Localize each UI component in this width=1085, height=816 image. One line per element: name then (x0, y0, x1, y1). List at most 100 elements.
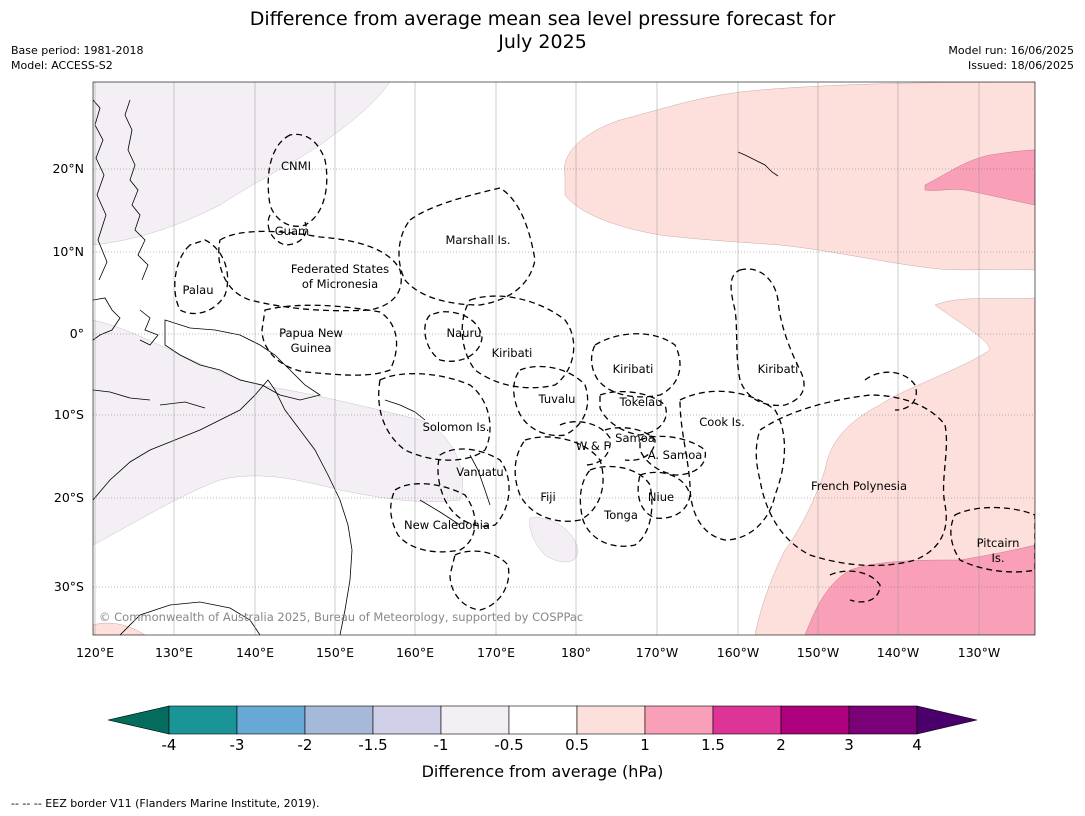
y-tick-label: 20°N (52, 161, 84, 176)
x-tick-label: 170°E (477, 645, 515, 660)
colorbar-bin (168, 705, 238, 735)
coast-sulawesi (139, 309, 159, 346)
colorbar-tick-label: -0.5 (494, 736, 524, 754)
eez-tonga (579, 465, 653, 547)
colorbar-bin (440, 705, 510, 735)
map-title-line1: Difference from average mean sea level p… (249, 8, 836, 30)
eez-solomons (378, 373, 491, 461)
colorbar-bin (644, 705, 714, 735)
eez-american-samoa (639, 435, 707, 476)
anomaly-negative-fiji (529, 517, 579, 563)
place-label: Cook Is. (699, 415, 744, 429)
issued-date: Issued: 18/06/2025 (967, 59, 1074, 72)
y-tick-label: 20°S (54, 490, 84, 505)
place-label: Federated States (291, 262, 389, 276)
eez-pitcairn (950, 506, 1035, 573)
place-label: Palau (183, 283, 214, 297)
place-label: Vanuatu (456, 465, 503, 479)
eez-cook (679, 390, 786, 541)
x-tick-label: 140°E (236, 645, 274, 660)
coast-philippines (124, 99, 149, 281)
eez-kiribati-line (730, 268, 805, 407)
coast-new-caledonia (419, 499, 461, 526)
colorbar-bin (304, 705, 374, 735)
coast-asia (93, 99, 108, 281)
x-tick-label: 180° (561, 645, 591, 660)
place-label: Kiribati (613, 362, 654, 376)
colorbar-bin (780, 705, 850, 735)
place-label: W & F (576, 439, 610, 453)
eez-samoa (604, 427, 656, 461)
model-run: Model run: 16/06/2025 (948, 44, 1074, 57)
place-label: Kiribati (492, 346, 533, 360)
eez-png (261, 304, 398, 376)
coast-new-guinea (164, 319, 321, 401)
coast-vanuatu (469, 454, 491, 506)
eez-wallis-futuna (559, 421, 611, 466)
place-label: Pitcairn (977, 536, 1020, 550)
anomaly-positive-south-pacific (754, 297, 1035, 635)
model-name: Model: ACCESS-S2 (11, 59, 113, 72)
place-label: Niue (648, 490, 674, 504)
eez-borders (174, 133, 1035, 611)
coast-timor (159, 401, 206, 409)
copyright-notice: © Commonwealth of Australia 2025, Bureau… (99, 610, 583, 624)
eez-kermadec (829, 570, 881, 603)
place-label: Marshall Is. (445, 233, 510, 247)
x-tick-label: 120°E (76, 645, 114, 660)
place-label: Guinea (291, 341, 332, 355)
place-label: of Micronesia (302, 277, 378, 291)
coast-borneo (93, 297, 121, 341)
place-label: Samoa (615, 431, 655, 445)
colorbar-label: Difference from average (hPa) (421, 762, 664, 781)
place-label: Kiribati (758, 362, 799, 376)
colorbar-extend-high (916, 705, 978, 735)
place-label: CNMI (281, 159, 311, 173)
eez-marshall (398, 187, 536, 306)
anomaly-moderate-south-pacific (804, 544, 1035, 635)
eez-marquesas (864, 371, 917, 411)
coast-australia (93, 379, 353, 635)
x-tick-label: 150°W (797, 645, 839, 660)
x-tick-label: 150°E (316, 645, 354, 660)
coast-hawaii (737, 151, 779, 177)
place-label: Tuvalu (538, 392, 576, 406)
colorbar-bin (576, 705, 646, 735)
place-label: Guam (275, 224, 309, 238)
coast-australia-south (119, 601, 261, 635)
colorbar-tick-label: -4 (161, 736, 177, 754)
meta-left: Base period: 1981-2018 Model: ACCESS-S2 (11, 43, 143, 73)
eez-kiribati-gilbert (461, 295, 575, 389)
place-label: A. Samoa (648, 448, 703, 462)
eez-cnmi (267, 133, 328, 227)
colorbar-tick-label: -1.5 (358, 736, 388, 754)
colorbar-tick-label: -3 (229, 736, 245, 754)
colorbar-bin (508, 705, 578, 735)
y-tick-label: 10°N (52, 244, 84, 259)
eez-vanuatu (437, 448, 510, 527)
anomaly-moderate-north-pacific (924, 149, 1035, 206)
eez-fiji (514, 436, 604, 522)
eez-kiribati-phoenix (590, 333, 681, 398)
place-label: Tokelau (619, 395, 663, 409)
eez-fsm (218, 230, 402, 312)
x-tick-label: 140°W (877, 645, 919, 660)
colorbar-bin (236, 705, 306, 735)
place-label: Is. (991, 551, 1004, 565)
y-tick-label: 0° (70, 326, 84, 341)
coast-java (93, 389, 151, 401)
colorbar-tick-label: 0.5 (565, 736, 589, 754)
x-tick-label: 130°W (958, 645, 1000, 660)
colorbar (107, 705, 978, 735)
x-tick-label: 160°W (717, 645, 759, 660)
base-period: Base period: 1981-2018 (11, 44, 144, 57)
y-axis-labels: 20°N 10°N 0° 10°S 20°S 30°S (52, 161, 84, 594)
map-title-line2: July 2025 (498, 31, 587, 53)
y-tick-label: 30°S (54, 579, 84, 594)
colorbar-bin (712, 705, 782, 735)
coast-solomons (384, 399, 426, 421)
place-label: French Polynesia (811, 479, 907, 493)
